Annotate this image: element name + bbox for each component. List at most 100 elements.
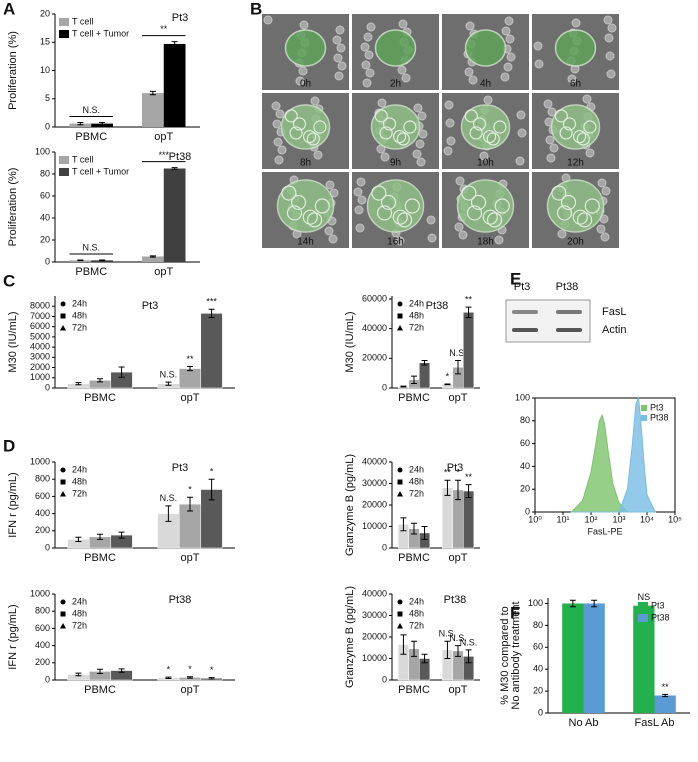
x-tick-label: 10³ (612, 514, 625, 524)
tumor-cell (486, 132, 500, 146)
band-label: FasL (602, 306, 626, 318)
time-label: 12h (567, 158, 584, 169)
cell (455, 176, 465, 186)
y-tick-label: 80 (40, 168, 50, 178)
time-label: 6h (570, 79, 581, 90)
y-tick-label: 40 (533, 664, 543, 674)
tumor-cell (461, 185, 477, 201)
x-tick-label: PBMC (398, 684, 430, 696)
time-label: 8h (300, 158, 311, 169)
bar (419, 362, 431, 389)
legend-label: 72h (72, 322, 87, 332)
tumor-cell (551, 185, 567, 201)
x-tick-label: PBMC (84, 552, 116, 564)
cell (397, 65, 407, 75)
cell (601, 186, 611, 196)
cell (443, 146, 453, 156)
tumor-cell (464, 109, 478, 123)
significance: N.S. (160, 493, 178, 503)
legend-marker (397, 301, 403, 307)
bar (562, 603, 584, 713)
cell (334, 71, 344, 81)
tumor-cell (556, 205, 573, 221)
significance: *** (206, 297, 217, 307)
cell (500, 72, 510, 82)
blot-membrane (505, 299, 591, 343)
cell (597, 178, 607, 188)
legend-label: 72h (409, 488, 424, 498)
error-bar (444, 479, 451, 496)
legend-marker (60, 467, 66, 473)
chart-title: Pt38 (169, 594, 192, 606)
cell (401, 73, 411, 83)
y-tick-label: 800 (35, 606, 50, 616)
y-axis-label: % M30 compared to (499, 606, 511, 704)
significance: ** (465, 472, 473, 482)
y-tick-label: 0 (45, 256, 50, 266)
legend-swatch (59, 30, 69, 38)
cell (332, 35, 342, 45)
cell (483, 95, 493, 105)
y-tick-label: 20000 (362, 499, 387, 509)
error-bar (165, 381, 172, 386)
x-tick-label: PBMC (84, 392, 116, 404)
organoid (370, 104, 421, 150)
time-label: 4h (480, 79, 491, 90)
band (512, 328, 538, 332)
time-label: 14h (297, 237, 314, 248)
significance: ** (444, 468, 452, 478)
cell (310, 96, 320, 106)
legend-label: 72h (409, 620, 424, 630)
x-tick-label: 10⁴ (640, 514, 654, 524)
y-tick-label: 2000 (30, 362, 50, 372)
error-bar (165, 505, 172, 522)
legend-swatch (641, 415, 647, 421)
y-axis-label: Granzyme B (pg/mL) (344, 454, 356, 556)
cell (516, 110, 526, 120)
tumor-cell (493, 120, 507, 134)
y-tick-label: 80 (533, 620, 543, 630)
y-tick-label: 0 (45, 674, 50, 684)
significance: ** (662, 682, 670, 692)
organoid (374, 29, 417, 67)
significance: NS (638, 592, 651, 602)
x-tick-label: PBMC (75, 131, 107, 143)
y-tick-label: 100 (528, 598, 543, 608)
tumor-cell (572, 209, 588, 225)
tumor-cell (494, 198, 510, 214)
error-bar (455, 479, 461, 501)
tumor-cell (396, 212, 413, 228)
band-label: Actin (602, 324, 626, 336)
panel-letter: D (3, 436, 15, 455)
organoid (460, 104, 511, 150)
legend-marker (397, 599, 403, 605)
y-tick-label: 40000 (362, 588, 387, 598)
error-bar (97, 533, 103, 540)
histogram (571, 396, 657, 513)
error-bar (591, 599, 598, 608)
error-bar (400, 517, 407, 532)
panel-letter: A (3, 0, 15, 18)
cell (398, 19, 408, 29)
tumor-cell (584, 198, 600, 214)
error-bar (662, 693, 669, 698)
legend-label: 24h (409, 298, 424, 308)
cell (356, 177, 366, 187)
y-tick-label: 0 (382, 542, 387, 552)
error-bar (187, 676, 193, 679)
error-bar (187, 496, 193, 512)
cell (506, 52, 516, 62)
cell (546, 153, 556, 163)
error-bar (455, 645, 461, 657)
cell (458, 230, 468, 240)
x-tick-label: 10¹ (556, 514, 569, 524)
bar (200, 313, 223, 389)
tumor-cell (376, 205, 393, 221)
error-bar (149, 90, 156, 96)
tumor-cell (486, 212, 503, 228)
cell (501, 26, 511, 36)
tumor-cell (379, 126, 393, 140)
significance: N.S. (449, 633, 467, 643)
cell (299, 20, 309, 30)
